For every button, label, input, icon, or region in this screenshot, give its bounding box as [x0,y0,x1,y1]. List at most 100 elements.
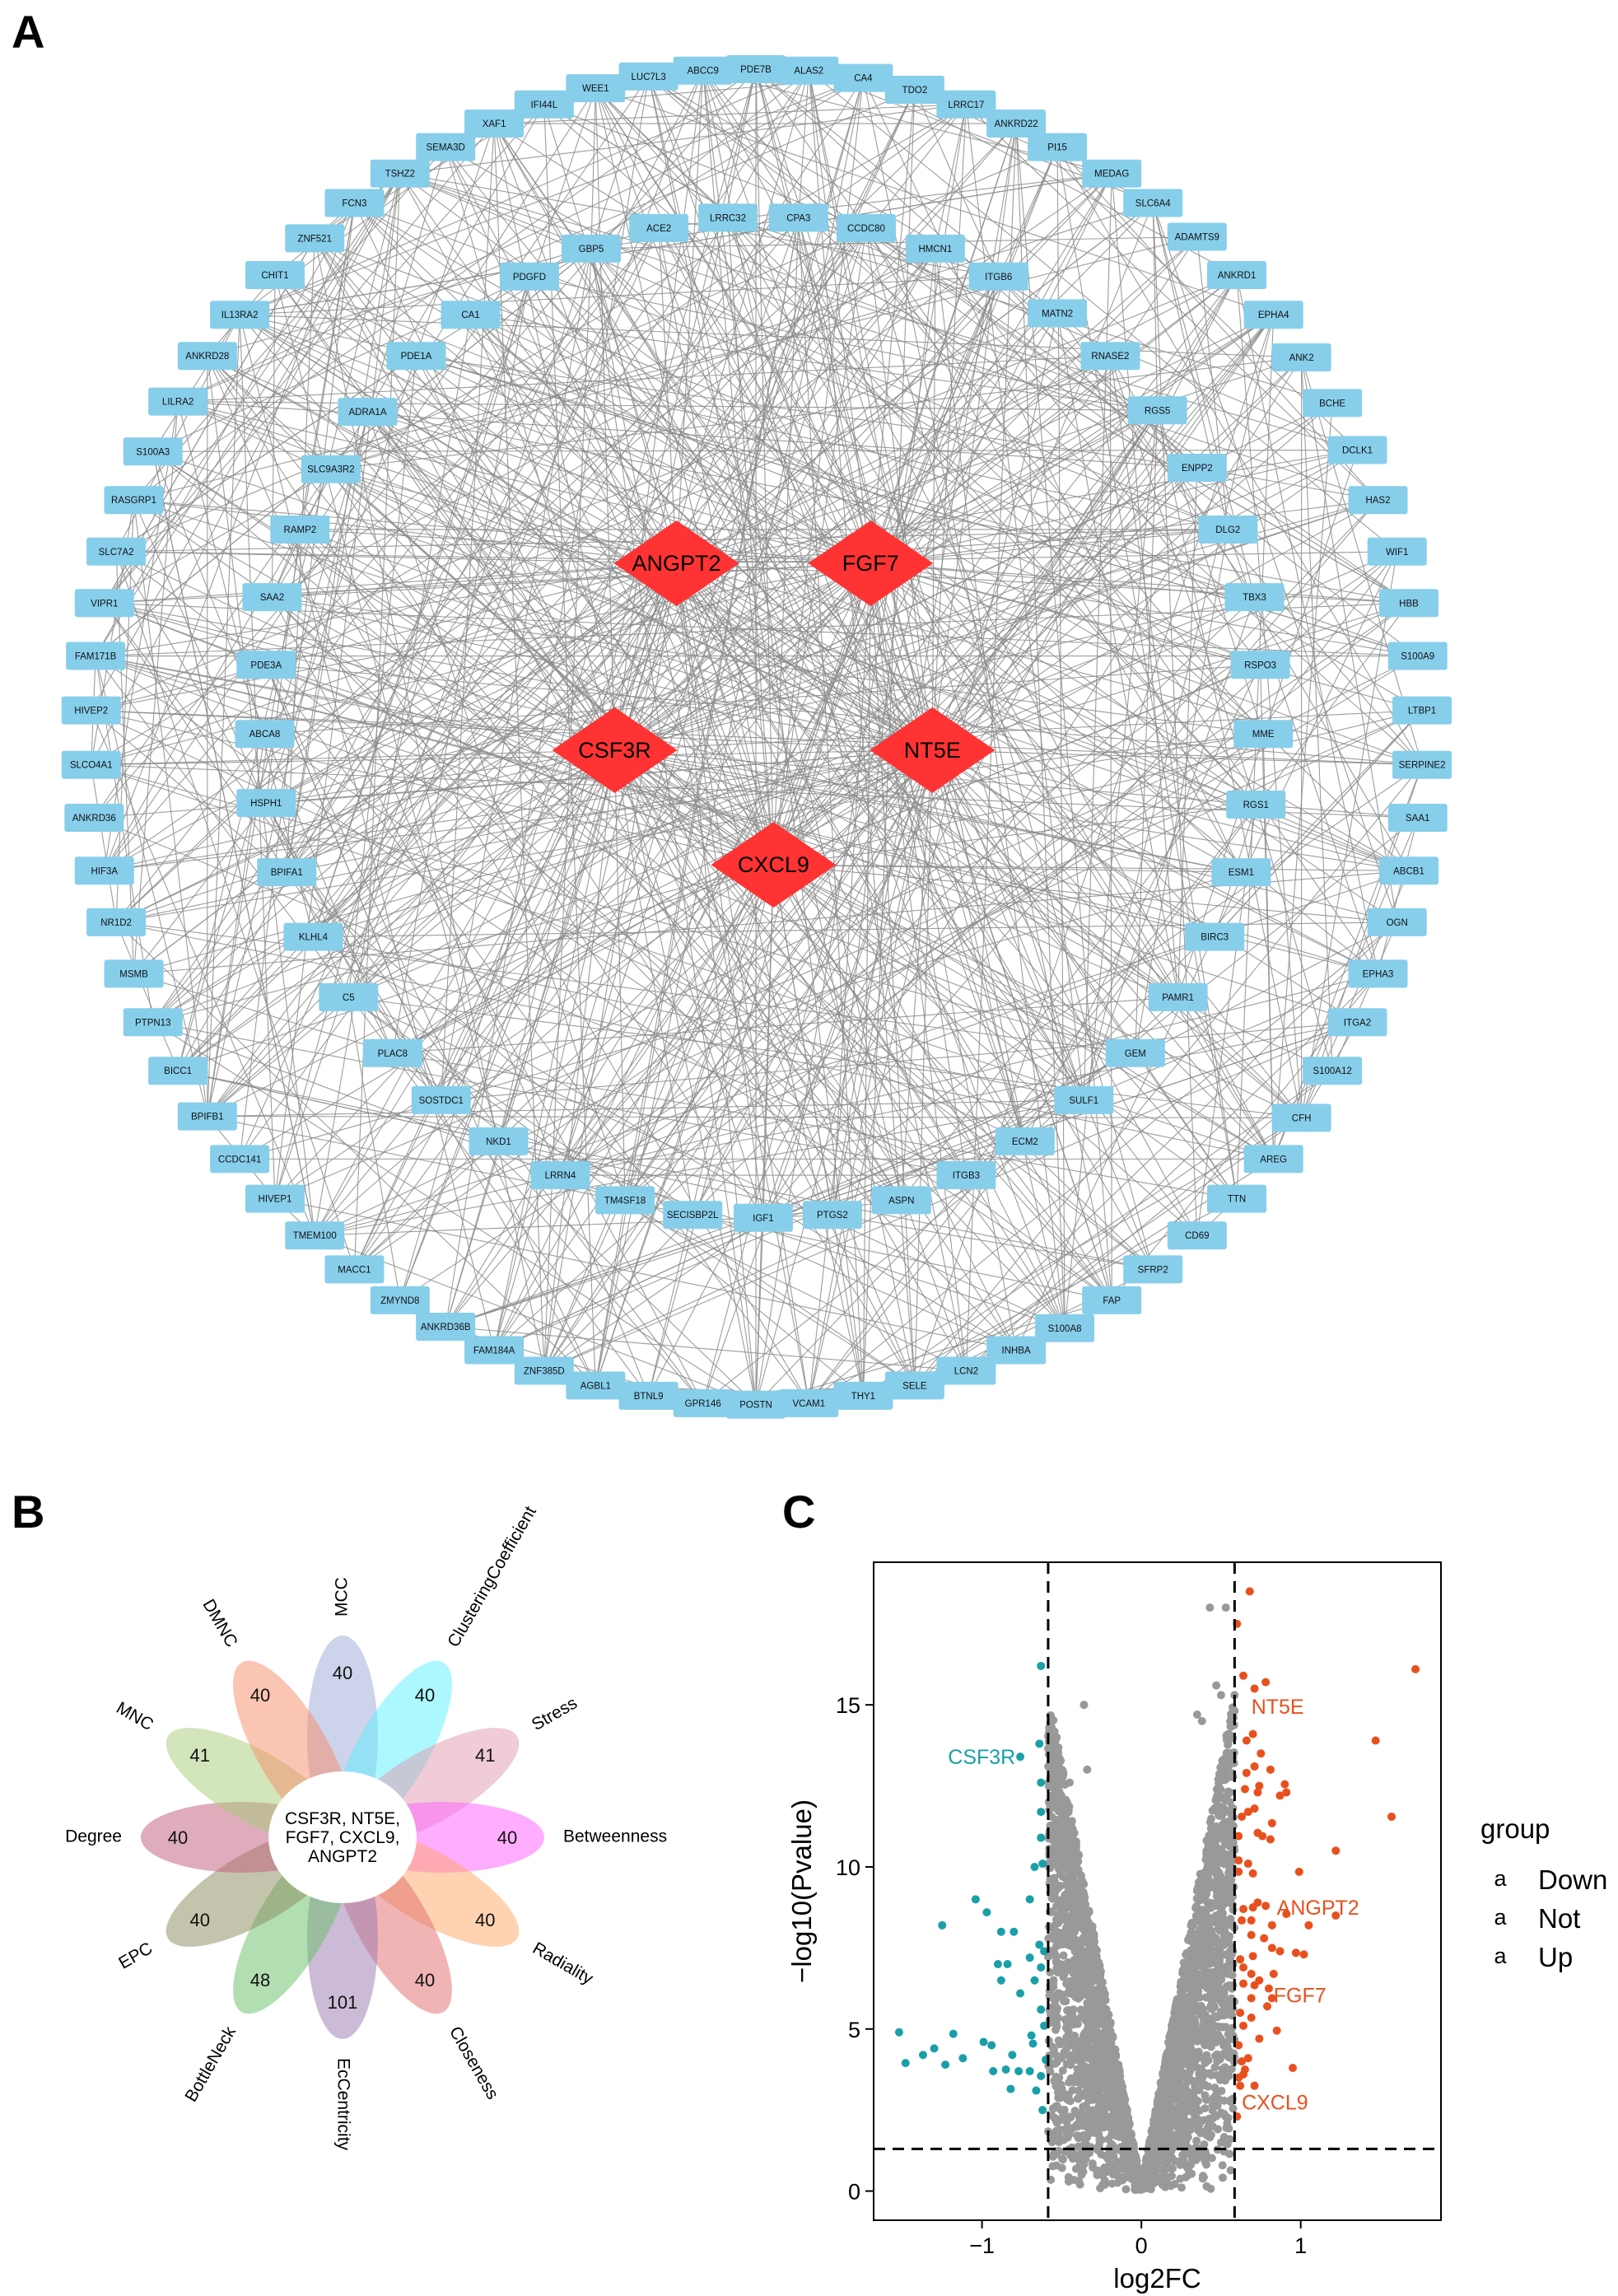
point-not [1051,1804,1060,1813]
point-not [1059,1770,1068,1779]
point-not [1177,2110,1186,2119]
network-edge [931,749,1198,1236]
network-edge [702,70,1264,735]
gene-node-box [1387,804,1448,833]
point-not [1218,2173,1227,2182]
panel-label-a: A [12,6,44,58]
point-not [1163,2099,1173,2108]
point-not [1225,2053,1234,2062]
network-edge [773,864,1302,1118]
hub-gene-label: ANGPT2 [632,551,721,576]
point-up [1234,2041,1243,2050]
point-up [1257,1749,1266,1758]
point-not [1098,1977,1107,1986]
point-not [1093,1969,1102,1978]
network-edge [624,749,933,1201]
legend-title: group [1480,1813,1550,1844]
network-edge [1196,467,1378,501]
network-edge [1135,529,1229,1053]
point-up [1248,1903,1257,1912]
point-not [1145,2149,1154,2158]
gene-node-box [936,1356,996,1385]
point-not [1224,1822,1233,1831]
point-not [1112,2112,1121,2121]
gene-node-label: MME [1252,730,1275,740]
point-not [1216,2070,1225,2079]
network-edge [104,733,1264,871]
point-up [1243,1808,1252,1817]
network-edge [931,314,1275,751]
network-edge [330,357,1302,470]
network-edge [441,749,616,1101]
point-not [1210,1846,1219,1855]
gene-node: CPA3 [768,203,828,232]
gene-node: INHBA [986,1336,1047,1365]
network-edge [931,749,1065,1328]
network-edge [559,77,864,1176]
point-not [1218,1757,1227,1766]
gene-node-label: TSHZ2 [385,170,415,180]
network-edge [914,89,1000,277]
point-not [1068,2051,1077,2060]
point-not [1176,2059,1185,2068]
network-edge [133,147,446,501]
network-edge [104,562,677,604]
network-edge [152,314,240,452]
gene-node-box [1348,486,1408,515]
gene-node-box [257,858,317,887]
hub-diamond [808,520,934,607]
point-not [1098,1986,1107,1995]
network-edge [755,710,1423,1406]
point-not [1073,2056,1082,2065]
point-down [996,1927,1005,1936]
point-not [1148,2179,1157,2188]
network-edge [543,764,1423,1372]
network-edge [614,274,1238,751]
point-down [949,2029,958,2038]
point-not [1075,2180,1084,2189]
point-not [1229,2104,1238,2113]
gene-node-box [768,203,828,232]
point-not [1224,1762,1233,1771]
point-down [1016,1989,1025,1998]
network-edge [104,227,660,871]
point-not [1187,1918,1196,1927]
gene-node-label: BIRC3 [1201,933,1229,943]
network-edge [590,248,871,564]
point-up [1243,1860,1252,1869]
point-up [1253,1788,1262,1797]
network-edge [676,562,809,1403]
x-tick-label: 1 [1294,2233,1307,2258]
point-not [1091,2058,1100,2067]
y-axis-label: −log10(Pvalue) [786,1799,817,1983]
network-edge [239,315,276,1199]
network-edge [104,401,179,871]
gene-node-label: SOSTDC1 [419,1096,464,1106]
point-not [1076,1950,1085,1959]
gene-node: CHIT1 [245,260,305,289]
network-edge [648,76,1419,656]
point-not [1226,1876,1235,1885]
network-edge [560,936,1215,1176]
point-not [1106,2166,1115,2175]
gene-node: LILRA2 [148,387,208,416]
volcano-plot: −1 0 1051015log2FC−log10(Pvalue)CSF3RNT5EA… [786,1561,1607,2294]
gene-node-box [1207,260,1267,289]
petal-label: Closeness [445,2023,502,2102]
point-not [1061,1795,1070,1804]
point-not [1220,1839,1229,1848]
point-down [1032,2086,1041,2095]
gene-node-label: FCN3 [342,198,366,208]
gene-node: ABCB1 [1378,856,1438,885]
network-edge [399,173,1378,501]
point-not [1198,2022,1207,2031]
gene-node-box [1378,589,1438,618]
point-not [1091,2121,1100,2130]
gene-node-box [871,1186,931,1215]
gene-node-box [968,262,1028,291]
gene-node-label: ALAS2 [794,67,823,77]
gene-node: RGS5 [1127,396,1187,425]
gene-node-box [1378,856,1438,885]
hub-diamond [870,707,996,793]
network-edge [91,764,1418,819]
